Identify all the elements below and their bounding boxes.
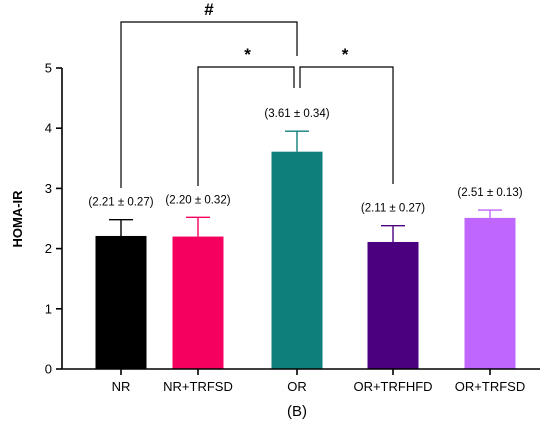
y-axis-label: HOMA-IR [10, 190, 25, 248]
data-labels: (2.21 ± 0.27) (2.20 ± 0.32) (3.61 ± 0.34) (… [88, 108, 522, 215]
y-tick-label: 1 [45, 301, 52, 316]
bar [271, 151, 323, 369]
y-tick-label: 5 [45, 61, 52, 76]
error-bar [478, 209, 502, 218]
data-label: (2.20 ± 0.32) [165, 194, 230, 206]
data-label: (2.21 ± 0.27) [88, 197, 153, 209]
significance-brackets: # * * [120, 0, 394, 188]
x-tick-label: OR+TRFSD [455, 379, 525, 394]
significance-marker: # [204, 0, 214, 19]
x-tick-label: NR [112, 379, 131, 394]
error-bar [186, 216, 210, 237]
x-tick-label: OR [287, 379, 307, 394]
bar [464, 217, 516, 369]
significance-marker: * [244, 45, 251, 64]
error-bar [285, 130, 309, 152]
bar [367, 241, 419, 369]
bar [95, 235, 147, 369]
y-tick-label: 3 [45, 181, 52, 196]
bar [172, 236, 224, 369]
x-tick-label: OR+TRFHFD [353, 379, 432, 394]
y-tick-label: 0 [45, 362, 52, 377]
significance-bracket [299, 66, 394, 184]
data-label: (2.11 ± 0.27) [361, 203, 425, 215]
data-label: (2.51 ± 0.13) [457, 187, 522, 199]
significance-bracket [197, 66, 295, 186]
y-tick-label: 2 [45, 241, 52, 256]
data-label: (3.61 ± 0.34) [264, 108, 329, 120]
y-ticks: 0 1 2 3 4 5 [45, 61, 62, 377]
error-bars [109, 130, 502, 242]
significance-marker: * [342, 45, 349, 64]
y-tick-label: 4 [45, 121, 52, 136]
error-bar [381, 225, 405, 242]
error-bar [109, 219, 133, 236]
x-tick-labels: NR NR+TRFSD OR OR+TRFHFD OR+TRFSD [112, 369, 525, 394]
x-tick-label: NR+TRFSD [163, 379, 233, 394]
axes [61, 68, 540, 370]
bars [95, 151, 516, 369]
significance-bracket [120, 21, 298, 188]
panel-label: (B) [287, 403, 307, 420]
